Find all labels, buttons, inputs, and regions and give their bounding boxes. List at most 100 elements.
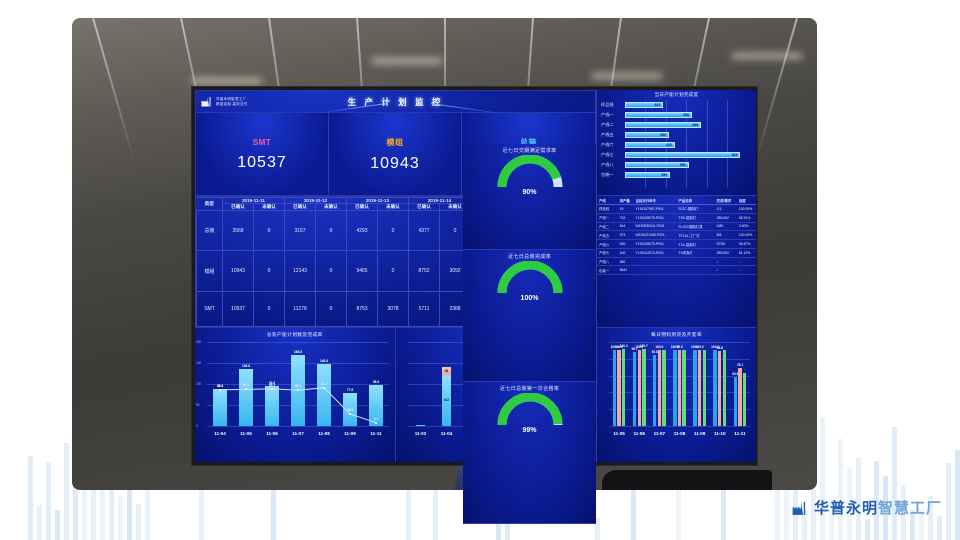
bar (265, 386, 279, 426)
bar-series-1 (653, 355, 657, 426)
bar-value-label: 100.0 (635, 344, 644, 349)
y-tick-label: 0 (196, 424, 198, 428)
bar-series-1 (673, 349, 677, 426)
hbar-row: 产线六 430 (599, 140, 752, 150)
hbar-row: 包装一 390 (599, 170, 752, 180)
bar-urgent (442, 367, 451, 375)
hbar-label: 包装一 (601, 172, 614, 177)
order-cell: 产线六 (597, 239, 618, 249)
bar-series-3 (682, 349, 686, 426)
line-value-label: 91.1 (320, 381, 328, 386)
order-cell: T1A-铝制灯 (676, 239, 715, 249)
gridline (609, 426, 750, 427)
bar-series-3 (722, 349, 727, 426)
order-cell: 56.91% (736, 213, 756, 223)
order-cell: / (714, 257, 737, 267)
order-cell: 产线二 (597, 222, 618, 232)
company-logo: 华普永明智慧工厂 精准定制 高效交付 (201, 96, 248, 107)
hbar-value: 390 (661, 172, 668, 177)
hbar-value: 666 (692, 122, 699, 127)
bar-series-2 (617, 349, 621, 426)
hbar-label: 产线五 (601, 132, 614, 137)
line-point (323, 386, 325, 389)
plan-cell: 12143 (284, 250, 316, 292)
x-tick-label: 11-11 (734, 431, 746, 436)
hbar-label: 产线七 (601, 152, 614, 157)
hbar-fill: 558 (625, 112, 692, 118)
bar-series-3 (662, 350, 666, 426)
kpi-card-2[interactable]: 模组 10943 (329, 113, 462, 195)
brand-name: 华普永明智慧工厂 (814, 497, 942, 518)
plan-table-subheader: 已确认 (408, 203, 440, 211)
order-cell: 644 (617, 222, 634, 232)
bar-value-label: 96.7 (631, 347, 638, 352)
x-tick-label: 11-10 (714, 431, 726, 436)
plan-table-subheader: 未确认 (377, 203, 409, 211)
bar-series-3 (742, 372, 747, 426)
line-value-label: 28.5 (346, 408, 354, 413)
bar-series-2 (677, 350, 682, 426)
gauge-value: 100% (520, 295, 539, 302)
order-cell: T1B-铝制灯 (676, 213, 715, 223)
table-row: 产线一 732 Y191028079-P001 T1B-铝制灯 280/492 56.91… (597, 213, 756, 223)
plan-table-subheader: 已确认 (346, 203, 378, 211)
kpi-card-1[interactable]: SMT 10537 (196, 113, 329, 195)
hbar-fill: 666 (625, 122, 702, 128)
order-col-header: 当前执行单号 (633, 196, 677, 205)
capacity-plan-panel: 当日产能计划完成度 样品线 333 产线一 558 产线二 666 产线五 380 产线六 430… (597, 90, 756, 196)
bar-series-2 (718, 350, 722, 426)
table-row: 产线七 400 Y191022073-P001 T1球泡灯 250/300 81.19% (597, 248, 756, 258)
hbar-track: 333 (625, 102, 752, 108)
desk (602, 470, 772, 490)
hbar-value: 380 (660, 132, 666, 137)
order-cell: 87/90 (714, 239, 737, 249)
order-cell: 81.19% (736, 248, 756, 258)
order-cell: 产线七 (597, 248, 618, 258)
kpi-label: 模组 (386, 138, 404, 147)
plan-cell: 0 (253, 250, 285, 292)
order-cell: 100.00% (736, 204, 756, 214)
order-cell: 0/80 (714, 222, 737, 232)
plan-cell: 0 (315, 290, 347, 327)
line-value-label: 86.0 (216, 383, 224, 388)
line-point (349, 413, 351, 416)
hbar-label: 产线一 (601, 112, 614, 117)
bar-value-label: 77.8 (346, 388, 354, 393)
gridline (207, 342, 389, 343)
order-table-head: 产线 排产量 当前执行单号 产品名称 完成/需求 进度 (597, 196, 756, 205)
plan-cell: 0 (377, 250, 409, 292)
line-point (375, 421, 377, 424)
hbar-row: 产线二 666 (599, 120, 752, 130)
y-tick-label: 100 (196, 382, 202, 386)
chart-material-matching: 每日物料到货及齐套率 100.0 100.0 100.2 11-05 96.7 100.0… (597, 328, 756, 462)
gauge-2: 近七日总装完成率 100% (463, 250, 596, 382)
hbar-row: 产线五 380 (599, 130, 752, 140)
order-cell: 620 (617, 239, 634, 249)
chart-plot-area: 100.0 100.0 100.2 11-05 96.7 100.0 100.7 11-06 9… (609, 342, 750, 436)
order-col-header: 产线 (597, 196, 618, 205)
order-cell: Y191028079-P001 (633, 239, 677, 249)
table-row: 产线二 644 W190930011-P001 FL1SC钢制灯具 0/80 0.00% (597, 222, 756, 232)
order-cell: 5842 (617, 265, 634, 276)
capacity-bar-chart: 样品线 333 产线一 558 产线二 666 产线五 380 产线六 430 产线七 915 产线八 5… (599, 100, 752, 188)
bar-value-label: 100.0 (610, 344, 619, 349)
plan-row-type: 模组 (196, 250, 223, 292)
bar-value-label: 100.0 (695, 344, 704, 349)
hbar-track: 558 (625, 112, 752, 118)
hbar-value: 333 (654, 102, 661, 107)
plan-cell: 8752 (408, 250, 440, 292)
dashboard-header: 华普永明智慧工厂 精准定制 高效交付 生 产 计 划 监 控 (196, 91, 595, 114)
order-cell: 样品线 (597, 204, 618, 214)
x-tick-label: 11-08 (318, 431, 330, 436)
footer-brand: 华普永明智慧工厂 (792, 497, 942, 518)
x-tick-label: 11-02 (414, 431, 427, 436)
order-col-header: 进度 (736, 196, 756, 205)
order-cell (676, 265, 715, 276)
gauge-title: 近七日总装完成率 (507, 254, 552, 260)
bar-value-label: 99.0 (676, 345, 683, 350)
bar-base (416, 424, 425, 426)
hbar-label: 样品线 (601, 102, 614, 107)
order-col-header: 完成/需求 (714, 196, 737, 205)
order-cell: - (736, 265, 756, 276)
gauge-value: 99% (522, 427, 537, 434)
